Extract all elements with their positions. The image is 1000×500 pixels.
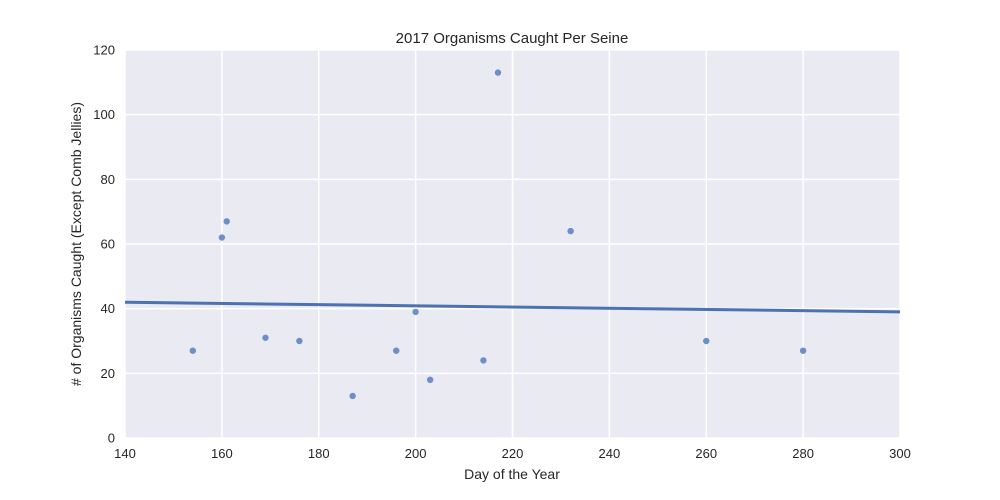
x-tick-label: 260 [695, 446, 717, 461]
y-axis-label: # of Organisms Caught (Except Comb Jelli… [68, 102, 84, 386]
x-tick-label: 300 [889, 446, 911, 461]
x-tick-label: 200 [405, 446, 427, 461]
y-tick-label: 20 [101, 366, 115, 381]
y-tick-label: 40 [101, 301, 115, 316]
y-tick-label: 60 [101, 237, 115, 252]
data-point [393, 347, 400, 354]
y-tick-label: 0 [108, 431, 115, 446]
grid-lines [124, 49, 901, 439]
y-tick-label: 120 [93, 43, 115, 58]
regression-line-group [124, 300, 901, 314]
data-point [223, 218, 230, 225]
x-axis-label: Day of the Year [464, 466, 560, 482]
data-point [703, 337, 710, 345]
data-point [494, 69, 502, 76]
y-tick-labels: 0 20 40 60 80 100 120 [93, 43, 115, 446]
data-points [189, 69, 807, 400]
regression-line [124, 300, 901, 314]
data-point [189, 347, 197, 354]
data-point [218, 234, 226, 241]
data-point [426, 376, 434, 383]
data-point [412, 308, 419, 316]
y-tick-label: 100 [93, 107, 115, 122]
y-tick-label: 80 [101, 172, 115, 187]
data-point [262, 334, 269, 341]
chart-title: 2017 Organisms Caught Per Seine [396, 30, 629, 47]
data-point [799, 347, 807, 354]
x-tick-label: 140 [114, 446, 136, 461]
x-tick-label: 160 [211, 446, 233, 461]
x-tick-label: 280 [792, 446, 814, 461]
data-point [296, 337, 303, 345]
x-tick-label: 240 [599, 446, 621, 461]
data-point [349, 392, 356, 400]
x-tick-label: 220 [502, 446, 524, 461]
x-tick-label: 180 [308, 446, 330, 461]
data-point [480, 357, 487, 364]
data-point [567, 227, 574, 235]
x-tick-labels: 140 160 180 200 220 240 260 280 300 [114, 446, 911, 461]
